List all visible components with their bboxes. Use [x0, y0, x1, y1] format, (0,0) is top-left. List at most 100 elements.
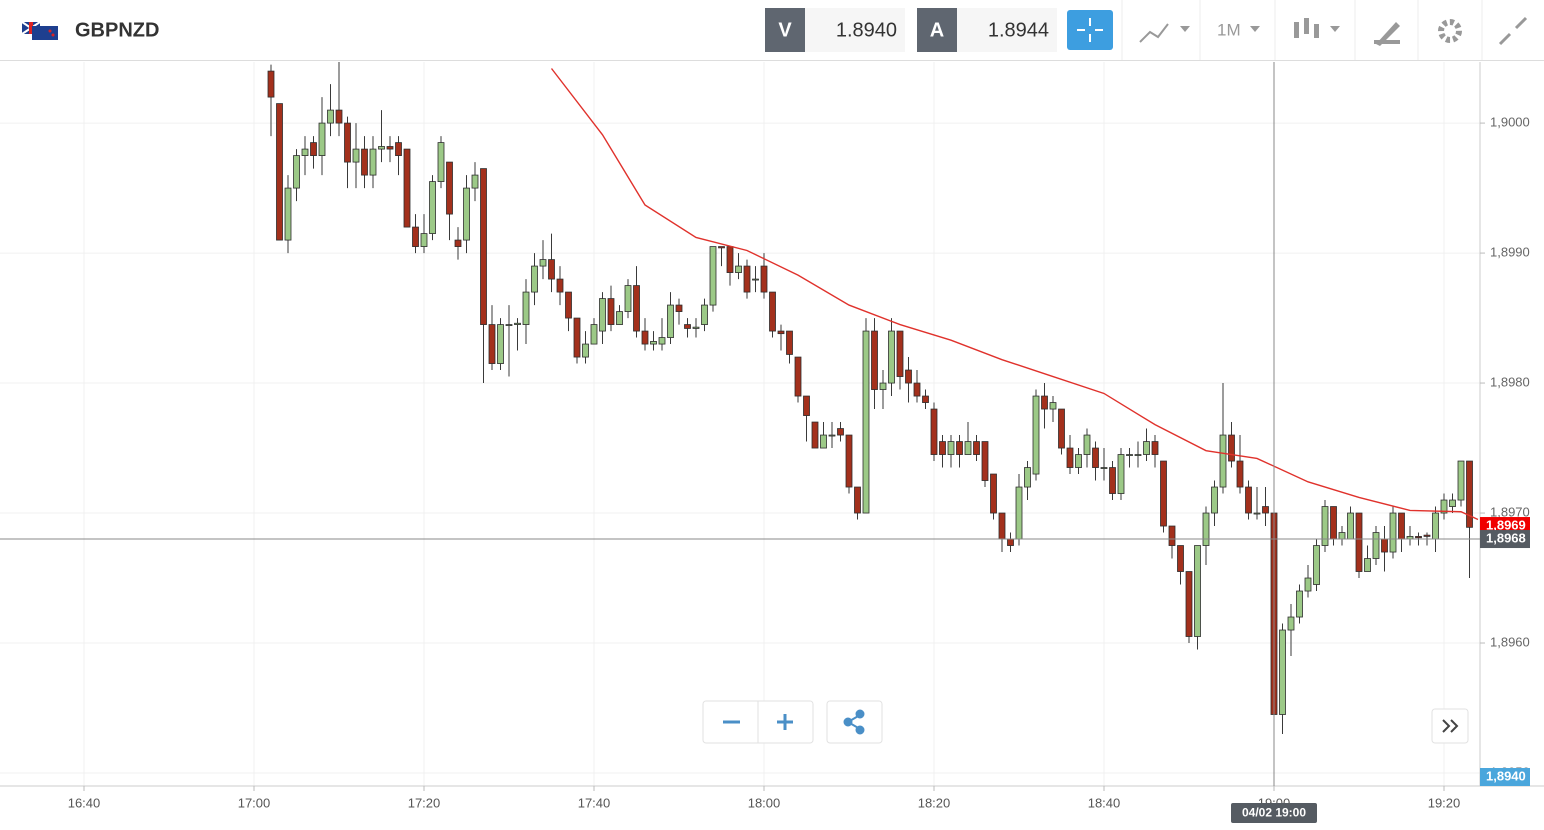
sell-button[interactable]: [765, 8, 805, 52]
candle-body: [480, 168, 487, 325]
candle-body: [658, 337, 666, 345]
candle-body: [1219, 434, 1227, 488]
x-tick-label: 18:20: [918, 795, 951, 810]
candle-body: [701, 304, 708, 325]
candle-body: [1372, 532, 1380, 559]
candle-body: [267, 70, 275, 98]
candle-body: [913, 382, 921, 397]
candle-body: [293, 155, 300, 189]
candle-body: [1194, 545, 1201, 637]
candle-body: [1058, 408, 1065, 449]
candle-body: [820, 434, 827, 449]
candle-body: [590, 324, 598, 345]
candle-body: [845, 434, 853, 488]
x-tick-label: 17:40: [578, 795, 611, 810]
candle-body: [1262, 506, 1269, 514]
candle-body: [539, 259, 547, 267]
price-tag-label: 1,8969: [1486, 517, 1526, 532]
candle-body: [1100, 467, 1108, 469]
plot: [267, 62, 1479, 748]
sell-price[interactable]: 1.8940: [836, 19, 897, 41]
header: GBPNZD V 1.8940 A 1.8944 1M: [0, 0, 1544, 61]
candle-body: [973, 441, 980, 455]
sell-label[interactable]: V: [778, 19, 792, 41]
candle-body: [607, 298, 615, 325]
collapse-button[interactable]: [1498, 16, 1528, 46]
candle-body: [446, 161, 453, 215]
candle-body: [1117, 454, 1125, 494]
crosshair-button[interactable]: [1067, 10, 1113, 50]
candle-body: [1279, 629, 1286, 715]
candle-body: [599, 298, 606, 332]
candle-body: [675, 304, 683, 312]
candle-body: [369, 148, 377, 176]
candle-body: [888, 330, 895, 384]
flag-icon: [21, 21, 58, 40]
draw-button[interactable]: [1374, 22, 1400, 46]
candle-body: [956, 441, 963, 455]
candle-body: [769, 291, 776, 332]
candle-body: [1457, 460, 1465, 501]
settings-button[interactable]: [1438, 19, 1462, 43]
candle-body: [871, 330, 878, 390]
candles-button[interactable]: [1294, 18, 1340, 38]
candle-body: [726, 246, 734, 273]
candle-body: [1245, 486, 1252, 514]
buy-button[interactable]: [917, 8, 957, 52]
candle-body: [1049, 402, 1057, 410]
sell-field[interactable]: [805, 8, 905, 52]
candle-body: [947, 441, 955, 455]
candle-body: [573, 317, 581, 358]
candle-body: [1160, 460, 1167, 527]
candle-body: [1075, 454, 1082, 468]
candle-body: [1066, 447, 1074, 468]
candle-body: [361, 148, 368, 176]
moving-average: [550, 68, 1479, 521]
crosshair-x-label: 04/02 19:00: [1242, 806, 1306, 820]
symbol: GBPNZD: [75, 19, 159, 41]
candle-body: [837, 428, 844, 436]
x-tick-label: 19:20: [1428, 795, 1461, 810]
y-tick-label: 1,9000: [1490, 115, 1530, 130]
candle-body: [981, 441, 989, 481]
candle-body: [582, 343, 589, 358]
buy-price[interactable]: 1.8944: [988, 19, 1049, 41]
candle-body: [1253, 512, 1261, 515]
candle-body: [352, 148, 360, 163]
candle-body: [692, 326, 700, 329]
candle-body: [344, 122, 351, 163]
candle-body: [335, 109, 343, 124]
share-icon: [843, 709, 865, 735]
candle-body: [497, 324, 504, 364]
crosshair-icon: [1077, 18, 1103, 42]
candle-body: [990, 473, 997, 514]
candle-body: [1092, 447, 1099, 468]
zoom-in[interactable]: [777, 714, 793, 730]
candle-body: [667, 304, 674, 338]
candle-body: [471, 174, 479, 189]
candle-body: [548, 259, 555, 280]
candle-body: [1338, 532, 1346, 540]
candle-body: [879, 382, 887, 390]
buy-label[interactable]: A: [930, 19, 944, 41]
x-tick-label: 18:40: [1088, 795, 1121, 810]
candle-body: [1296, 590, 1303, 618]
candle-body: [964, 441, 972, 455]
candle-body: [922, 395, 929, 403]
price-tag-label: 1,8940: [1486, 768, 1526, 783]
candle-body: [718, 246, 725, 249]
candle-body: [514, 322, 521, 325]
buy-field[interactable]: [957, 8, 1057, 52]
candle-body: [1321, 506, 1329, 546]
candle-body: [1304, 577, 1312, 592]
chart-type-button[interactable]: [1139, 23, 1190, 43]
candle-body: [743, 265, 751, 293]
candle-body: [811, 421, 819, 449]
candle-body: [1381, 538, 1388, 553]
candle-body: [1211, 486, 1218, 514]
candle-body: [794, 356, 802, 397]
candle-body: [522, 291, 530, 325]
share-button[interactable]: [826, 700, 883, 744]
timeframe[interactable]: 1M: [1217, 20, 1241, 39]
